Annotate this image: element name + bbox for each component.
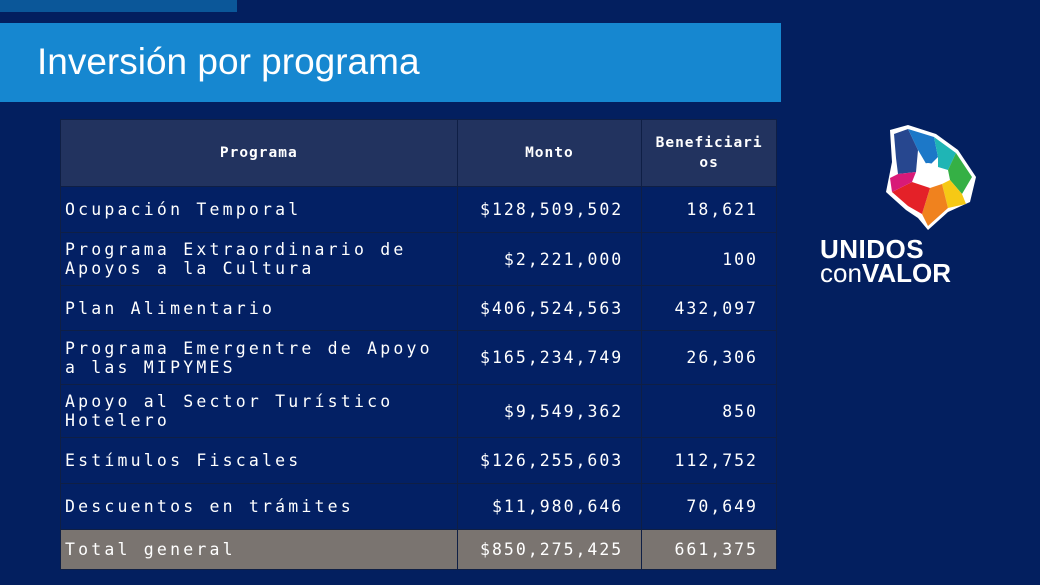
- cell-beneficiarios: 432,097: [641, 285, 777, 331]
- logo-text-unidos: UNIDOS: [820, 234, 925, 264]
- chihuahua-map-logo-icon: [886, 125, 976, 230]
- cell-programa: Programa Extraordinario de Apoyos a la C…: [60, 232, 458, 286]
- cell-beneficiarios: 100: [641, 232, 777, 286]
- logo-text-con-valor: conVALOR: [820, 258, 951, 289]
- cell-beneficiarios: 18,621: [641, 186, 777, 233]
- logo-text-con: con: [820, 258, 862, 288]
- cell-beneficiarios: 26,306: [641, 330, 777, 385]
- cell-monto: $9,549,362: [456, 384, 643, 438]
- page-title: Inversión por programa: [37, 41, 420, 82]
- cell-programa: Ocupación Temporal: [60, 186, 458, 233]
- table-row: Apoyo al Sector Turístico Hotelero $9,549…: [60, 384, 777, 438]
- cell-monto: $165,234,749: [456, 330, 643, 385]
- header-monto: Monto: [456, 119, 643, 187]
- total-row: Total general $850,275,425 661,375: [60, 529, 777, 570]
- cell-beneficiarios: 70,649: [641, 483, 777, 530]
- table-row: Estímulos Fiscales $126,255,603 112,752: [60, 437, 777, 484]
- investment-table: Programa Monto Beneficiarios Ocupación T…: [60, 119, 777, 570]
- table-header-row: Programa Monto Beneficiarios: [60, 119, 777, 187]
- cell-beneficiarios: 661,375: [641, 529, 777, 570]
- table-row: Programa Extraordinario de Apoyos a la C…: [60, 232, 777, 286]
- cell-programa: Estímulos Fiscales: [60, 437, 458, 484]
- table-row: Descuentos en trámites $11,980,646 70,649: [60, 483, 777, 530]
- cell-programa: Programa Emergentre de Apoyo a las MIPYM…: [60, 330, 458, 385]
- cell-monto: $11,980,646: [456, 483, 643, 530]
- cell-beneficiarios: 112,752: [641, 437, 777, 484]
- header-programa: Programa: [60, 119, 458, 187]
- title-bar: Inversión por programa: [0, 23, 781, 102]
- cell-monto: $2,221,000: [456, 232, 643, 286]
- table-row: Plan Alimentario $406,524,563 432,097: [60, 285, 777, 331]
- cell-programa: Plan Alimentario: [60, 285, 458, 331]
- cell-programa: Total general: [60, 529, 458, 570]
- table-row: Ocupación Temporal $128,509,502 18,621: [60, 186, 777, 233]
- header-beneficiarios: Beneficiarios: [641, 119, 777, 187]
- cell-monto: $850,275,425: [456, 529, 643, 570]
- table-row: Programa Emergentre de Apoyo a las MIPYM…: [60, 330, 777, 385]
- top-accent-strip: [0, 0, 237, 12]
- cell-beneficiarios: 850: [641, 384, 777, 438]
- cell-monto: $406,524,563: [456, 285, 643, 331]
- cell-programa: Descuentos en trámites: [60, 483, 458, 530]
- logo-text-valor: VALOR: [861, 258, 951, 288]
- cell-programa: Apoyo al Sector Turístico Hotelero: [60, 384, 458, 438]
- cell-monto: $128,509,502: [456, 186, 643, 233]
- cell-monto: $126,255,603: [456, 437, 643, 484]
